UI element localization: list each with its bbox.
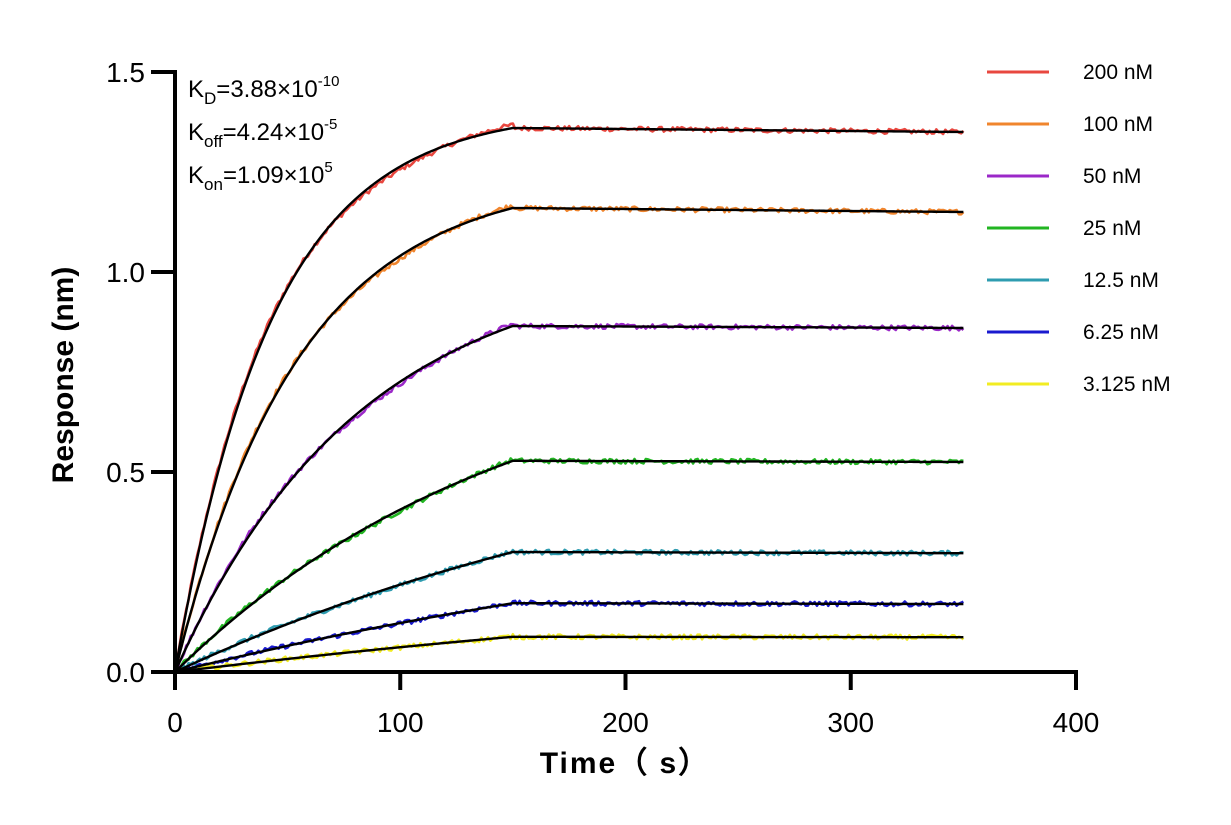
y-tick-label: 0.5 xyxy=(106,457,145,488)
kon-exp: 5 xyxy=(324,159,332,176)
series-layer xyxy=(173,122,965,674)
legend-label: 100 nM xyxy=(1083,113,1153,136)
kon-sub: on xyxy=(204,175,223,194)
x-tick-label: 400 xyxy=(1053,707,1100,738)
legend-label: 50 nM xyxy=(1083,165,1141,188)
x-tick-label: 200 xyxy=(602,707,649,738)
legend: 200 nM 100 nM 50 nM 25 nM 12.5 nM 6.25 nM 3.12… xyxy=(987,61,1171,396)
fit-curve-200-nm xyxy=(173,126,964,673)
y-tick-label: 1.5 xyxy=(106,57,145,88)
koff-value: =4.24×10 xyxy=(223,119,324,146)
koff-annotation: Koff=4.24×10-5 xyxy=(188,116,337,151)
fit-curve-100-nm xyxy=(173,206,964,673)
kon-base: K xyxy=(188,162,204,189)
kd-annotation: KD=3.88×10-10 xyxy=(188,73,339,108)
series-line-50-nm xyxy=(173,322,965,673)
legend-label: 200 nM xyxy=(1083,61,1153,84)
fit-curve-6-25-nm xyxy=(174,602,964,674)
fit-curve-50-nm xyxy=(173,324,964,673)
kinetics-annotation: KD=3.88×10-10 Koff=4.24×10-5 Kon=1.09×10… xyxy=(188,73,339,194)
fit-curve-12-5-nm xyxy=(174,550,964,674)
series-line-200-nm xyxy=(173,122,965,672)
kd-exp: -10 xyxy=(318,73,340,90)
koff-exp: -5 xyxy=(324,116,337,133)
series-line-12-5-nm xyxy=(174,548,964,673)
kd-value: =3.88×10 xyxy=(216,76,317,103)
series-line-25-nm xyxy=(174,457,964,674)
kon-annotation: Kon=1.09×105 xyxy=(188,159,333,194)
y-axis-title: Response (nm) xyxy=(47,267,80,484)
fit-layer xyxy=(173,126,964,674)
fit-curve-25-nm xyxy=(174,459,964,673)
legend-label: 3.125 nM xyxy=(1083,373,1171,396)
x-tick-label: 0 xyxy=(167,707,183,738)
kd-sub: D xyxy=(204,89,216,108)
series-line-3-125-nm xyxy=(174,632,965,674)
legend-label: 6.25 nM xyxy=(1083,321,1159,344)
ticks-layer: 0 100 200 300 400 0.0 0.5 1.0 1.5 xyxy=(106,57,1099,738)
y-tick-label: 0.0 xyxy=(106,657,145,688)
x-tick-label: 100 xyxy=(377,707,424,738)
kon-value: =1.09×10 xyxy=(223,162,324,189)
kd-base: K xyxy=(188,76,204,103)
legend-label: 25 nM xyxy=(1083,217,1141,240)
x-tick-label: 300 xyxy=(827,707,874,738)
y-tick-label: 1.0 xyxy=(106,257,145,288)
legend-label: 12.5 nM xyxy=(1083,269,1159,292)
koff-base: K xyxy=(188,119,204,146)
x-axis-title: Time（ s） xyxy=(540,746,711,780)
fit-curve-3-125-nm xyxy=(174,635,964,674)
koff-sub: off xyxy=(204,132,223,151)
